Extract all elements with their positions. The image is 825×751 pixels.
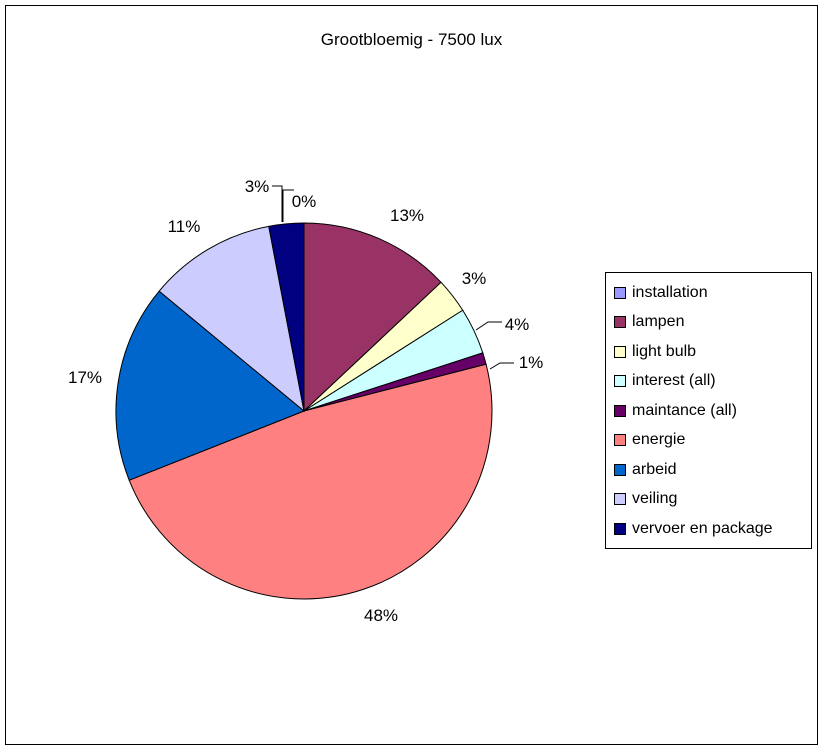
chart-title: Grootbloemig - 7500 lux xyxy=(320,30,503,49)
legend-label: maintance (all) xyxy=(632,401,737,419)
legend-swatch xyxy=(614,345,626,358)
leader-line xyxy=(272,185,283,222)
data-label: 3% xyxy=(462,269,487,288)
legend-item: energie xyxy=(606,426,811,456)
data-label: 3% xyxy=(245,177,270,196)
legend-item: interest (all) xyxy=(606,367,811,397)
leader-line xyxy=(475,321,502,331)
data-label: 1% xyxy=(519,353,544,372)
data-label: 11% xyxy=(168,217,201,236)
legend-item: installation xyxy=(606,278,811,308)
pie-slice-lampen xyxy=(303,222,442,413)
legend-swatch xyxy=(614,286,626,299)
pie-slice-vervoer-en-package xyxy=(268,222,305,412)
legend-label: arbeid xyxy=(632,460,677,478)
legend-swatch xyxy=(614,434,626,447)
legend-item: lampen xyxy=(606,308,811,338)
chart-legend: installation lampen light bulb interest (al… xyxy=(605,272,812,549)
data-label: 4% xyxy=(505,315,530,334)
legend-item: arbeid xyxy=(606,455,811,485)
legend-item: maintance (all) xyxy=(606,396,811,426)
legend-item: veiling xyxy=(606,485,811,515)
legend-swatch xyxy=(614,404,626,417)
legend-item: light bulb xyxy=(606,337,811,367)
legend-swatch xyxy=(614,493,626,506)
data-label: 17% xyxy=(68,368,102,387)
legend-swatch xyxy=(614,375,626,388)
data-label: 13% xyxy=(390,206,424,225)
pie-slice-energie xyxy=(128,363,493,600)
legend-label: veiling xyxy=(632,490,678,508)
legend-label: installation xyxy=(632,283,708,301)
data-label: 48% xyxy=(364,606,398,625)
pie-slice-arbeid xyxy=(115,290,305,481)
leader-line xyxy=(282,189,294,222)
leader-line xyxy=(489,362,514,370)
legend-swatch xyxy=(614,463,626,476)
legend-label: lampen xyxy=(632,313,685,331)
legend-label: vervoer en package xyxy=(632,519,773,537)
data-label: 0% xyxy=(292,192,317,211)
legend-label: light bulb xyxy=(632,342,697,360)
legend-label: energie xyxy=(632,431,686,449)
legend-item: vervoer en package xyxy=(606,514,811,544)
legend-swatch xyxy=(614,316,626,329)
legend-swatch xyxy=(614,522,626,535)
legend-label: interest (all) xyxy=(632,372,716,390)
pie-slice-veiling xyxy=(158,225,305,413)
